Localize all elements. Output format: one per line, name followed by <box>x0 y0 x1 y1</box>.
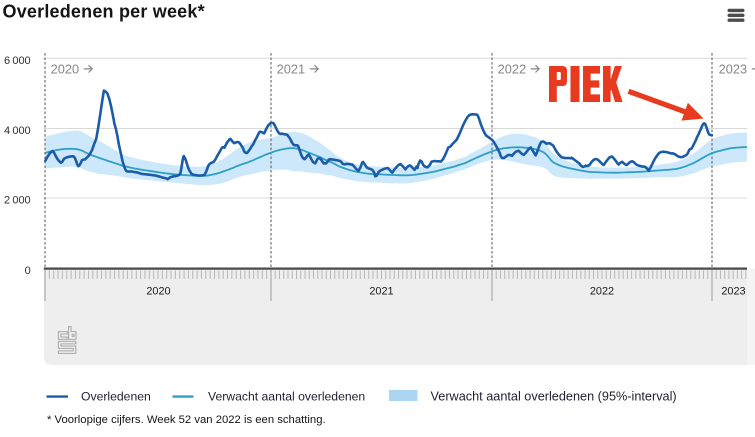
svg-text:2022: 2022 <box>498 62 526 77</box>
svg-text:2021: 2021 <box>369 285 393 297</box>
svg-text:0: 0 <box>25 265 31 277</box>
svg-text:2020: 2020 <box>51 62 79 77</box>
svg-text:* Voorlopige cijfers. Week 52: * Voorlopige cijfers. Week 52 van 2022 i… <box>47 414 326 426</box>
svg-text:Overledenen per week*: Overledenen per week* <box>3 2 205 22</box>
svg-text:2022: 2022 <box>590 285 614 297</box>
svg-text:6 000: 6 000 <box>4 55 31 67</box>
svg-text:2021: 2021 <box>277 62 305 77</box>
svg-text:2020: 2020 <box>146 285 170 297</box>
svg-text:2023: 2023 <box>719 62 747 77</box>
svg-text:2023: 2023 <box>721 285 745 297</box>
svg-text:Overledenen: Overledenen <box>81 390 151 404</box>
svg-text:4 000: 4 000 <box>4 125 31 137</box>
svg-text:Verwacht aantal overledenen (9: Verwacht aantal overledenen (95%-interva… <box>431 390 677 404</box>
svg-text:Verwacht aantal overledenen: Verwacht aantal overledenen <box>208 390 365 404</box>
svg-text:2 000: 2 000 <box>4 195 31 207</box>
